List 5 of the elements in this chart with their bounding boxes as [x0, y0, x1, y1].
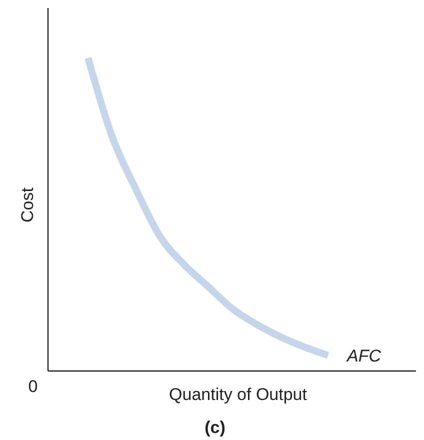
series-label: AFC	[346, 346, 382, 366]
text: 0	[28, 377, 38, 396]
x-axis-title: Quantity of Output	[169, 385, 308, 404]
y-axis-title: Cost	[18, 187, 37, 222]
text: (c)	[204, 418, 226, 437]
